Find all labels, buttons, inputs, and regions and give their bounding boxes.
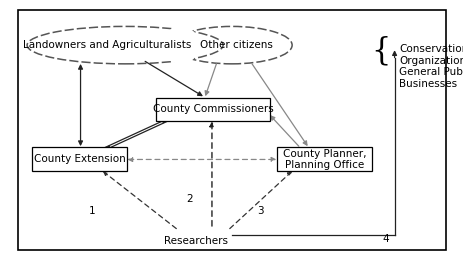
Ellipse shape — [162, 27, 199, 64]
Text: 4: 4 — [382, 233, 388, 244]
FancyBboxPatch shape — [31, 147, 127, 171]
Text: 3: 3 — [257, 206, 264, 216]
Text: County Planner,
Planning Office: County Planner, Planning Office — [282, 148, 365, 170]
Text: Landowners and Agriculturalists: Landowners and Agriculturalists — [23, 40, 191, 50]
FancyBboxPatch shape — [156, 98, 269, 121]
Text: County Extension: County Extension — [33, 154, 125, 164]
Text: 2: 2 — [186, 194, 193, 204]
Text: Researchers: Researchers — [164, 236, 228, 246]
Text: Other citizens: Other citizens — [200, 40, 272, 50]
Text: {: { — [371, 36, 390, 67]
Text: 1: 1 — [88, 206, 95, 216]
Text: Conservation
Organizations,
General Public,
Businesses: Conservation Organizations, General Publ… — [398, 44, 463, 89]
Text: County Commissioners: County Commissioners — [152, 105, 273, 114]
FancyBboxPatch shape — [276, 147, 371, 171]
